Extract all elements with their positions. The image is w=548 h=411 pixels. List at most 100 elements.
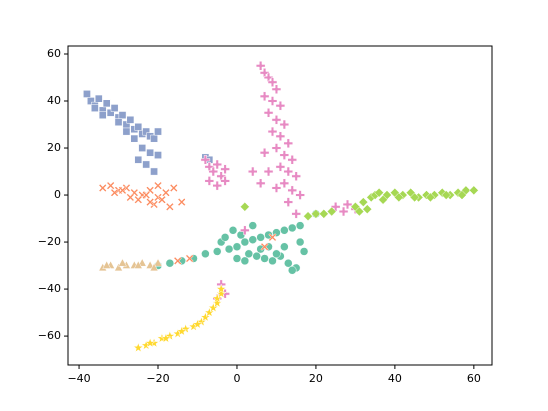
point: [295, 237, 305, 247]
point: [393, 192, 404, 203]
point: [224, 244, 234, 254]
point: [287, 155, 297, 165]
point: [212, 159, 222, 170]
point: [248, 166, 258, 177]
point: [165, 202, 175, 211]
point: [133, 260, 143, 269]
point: [326, 206, 337, 217]
point: [228, 226, 238, 235]
point: [154, 127, 162, 136]
point: [240, 237, 250, 247]
point: [248, 235, 258, 244]
point: [267, 96, 278, 106]
point: [338, 206, 349, 217]
y-tick-label: 20: [47, 141, 61, 154]
point: [211, 297, 223, 308]
y-tick-label: −40: [38, 282, 61, 295]
point: [260, 242, 269, 251]
point: [212, 180, 222, 191]
point: [291, 171, 301, 181]
x-tick-label: 20: [309, 372, 323, 385]
point: [142, 160, 151, 169]
point: [236, 230, 246, 240]
point: [295, 190, 305, 200]
point: [207, 302, 219, 313]
point: [468, 185, 479, 196]
point: [118, 258, 127, 267]
point: [165, 258, 175, 268]
point: [185, 254, 194, 263]
point: [118, 111, 127, 119]
y-tick-label: 40: [47, 94, 61, 107]
point: [149, 200, 159, 209]
point: [259, 147, 270, 158]
point: [284, 258, 293, 268]
point: [268, 256, 277, 266]
point: [176, 325, 188, 336]
point: [153, 258, 163, 267]
point: [177, 197, 186, 207]
x-tick-label: −20: [146, 372, 169, 385]
point: [118, 186, 127, 195]
point: [212, 247, 222, 256]
point: [283, 197, 294, 207]
point: [173, 256, 182, 266]
point: [169, 183, 178, 193]
point: [283, 166, 294, 177]
point: [268, 233, 277, 242]
point: [145, 197, 155, 207]
point: [255, 60, 266, 71]
point: [138, 144, 147, 152]
point: [134, 123, 143, 131]
point: [110, 188, 119, 197]
point: [240, 256, 250, 266]
point: [134, 195, 143, 204]
point: [130, 134, 139, 143]
x-tick-label: 60: [467, 372, 481, 385]
point: [279, 150, 290, 160]
point: [134, 155, 143, 164]
point: [362, 204, 373, 214]
point: [271, 143, 282, 153]
point: [146, 148, 154, 157]
x-tick-label: 0: [233, 372, 240, 385]
point: [255, 178, 266, 189]
point: [94, 94, 103, 103]
point: [275, 162, 286, 172]
point: [252, 251, 261, 261]
point: [248, 221, 258, 230]
point: [280, 226, 289, 235]
point: [272, 249, 281, 259]
point: [240, 201, 250, 212]
point: [263, 108, 274, 118]
y-tick-label: 0: [54, 188, 61, 201]
point: [457, 190, 467, 200]
point: [154, 151, 162, 159]
point: [215, 283, 227, 294]
point: [149, 262, 159, 272]
x-tick-label: −40: [67, 372, 90, 385]
point: [295, 221, 305, 230]
point: [102, 260, 112, 269]
point: [318, 208, 329, 219]
point: [232, 254, 242, 263]
point: [275, 131, 286, 142]
point: [279, 178, 290, 189]
point: [374, 187, 384, 198]
point: [220, 176, 230, 186]
point: [90, 104, 99, 112]
point: [211, 292, 223, 304]
point: [153, 181, 163, 190]
point: [240, 225, 250, 236]
point: [126, 115, 135, 124]
point: [256, 233, 265, 242]
point: [215, 288, 227, 299]
point: [441, 190, 452, 200]
point: [299, 247, 309, 256]
point: [150, 167, 158, 176]
point: [267, 126, 278, 137]
point: [110, 104, 119, 112]
point: [271, 115, 282, 125]
point: [204, 176, 215, 186]
point: [83, 90, 91, 98]
